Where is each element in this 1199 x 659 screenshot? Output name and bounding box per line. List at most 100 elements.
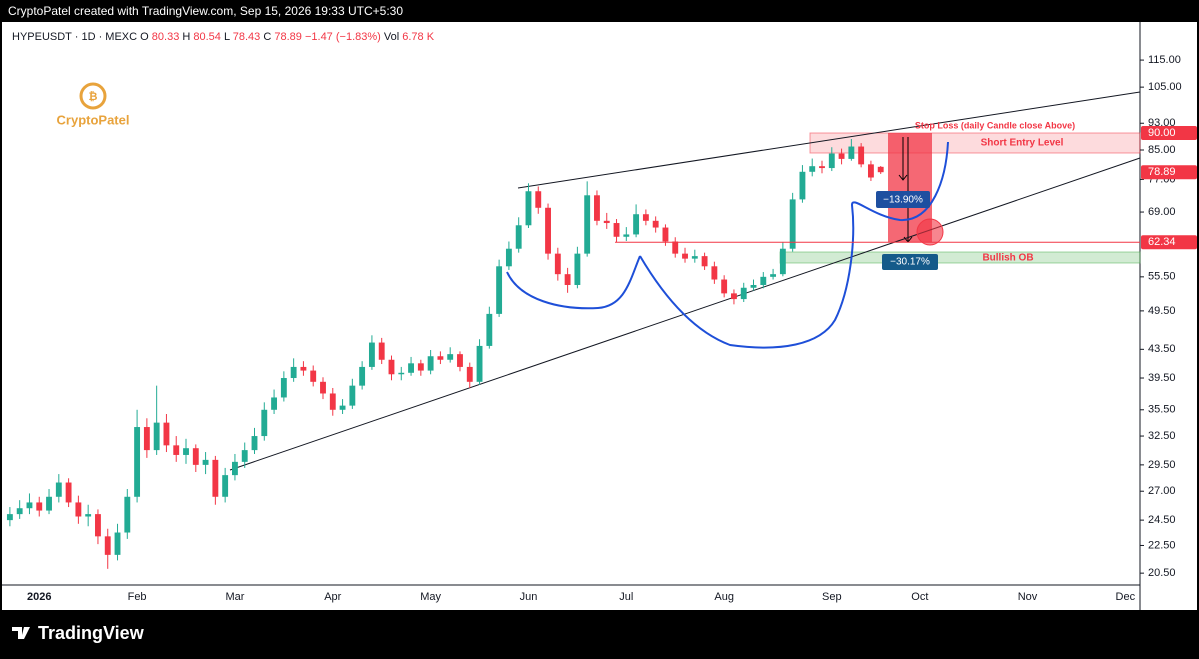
- candle-body: [613, 223, 620, 237]
- arrow-head: [898, 174, 908, 181]
- candle-body: [36, 502, 43, 511]
- axes: 115.00105.0093.0085.0077.0069.0055.5049.…: [27, 54, 1197, 603]
- drop-label-box: [882, 254, 938, 270]
- candle-body: [672, 241, 679, 254]
- candle-body: [339, 405, 346, 410]
- candle-body: [691, 256, 698, 259]
- candle-body: [26, 502, 33, 509]
- x-tick-label: 2026: [27, 591, 51, 603]
- candle-body: [368, 342, 375, 367]
- candle-body: [290, 366, 297, 379]
- footer-logo: [12, 627, 30, 639]
- candle-body: [603, 220, 610, 224]
- candle-body: [486, 313, 493, 346]
- candle-body: [114, 532, 121, 555]
- candle-body: [212, 459, 219, 497]
- candle-body: [819, 166, 825, 169]
- candle-body: [594, 195, 600, 221]
- candle-body: [261, 409, 268, 437]
- symbol: HYPEUSDT · 1D · MEXC: [12, 31, 137, 43]
- candle-body: [143, 427, 150, 451]
- y-tick-label: 35.50: [1148, 404, 1176, 416]
- candle-body: [633, 214, 640, 235]
- candle-body: [662, 227, 669, 242]
- candle-body: [701, 256, 708, 267]
- x-tick-label: Nov: [1018, 591, 1038, 603]
- chart-panel: [2, 22, 1197, 610]
- candle-body: [320, 381, 326, 394]
- candle-body: [104, 536, 111, 555]
- candle-body: [280, 378, 287, 398]
- candle-body: [779, 248, 786, 275]
- quote-key: C: [263, 31, 271, 43]
- watermark-text: CryptoPatel: [57, 112, 130, 127]
- pattern-curve: [639, 141, 949, 349]
- candle-body: [682, 253, 688, 259]
- price-level-label: 90.00: [1148, 127, 1176, 139]
- price-level-label: 62.34: [1148, 236, 1176, 248]
- candle-body: [476, 345, 483, 382]
- footer-brand: TradingView: [38, 623, 145, 643]
- quote-key: L: [224, 31, 230, 43]
- candle-body: [359, 366, 366, 386]
- volume-value: 6.78 K: [402, 31, 434, 43]
- price-level-box: [1141, 126, 1197, 141]
- candle-body: [222, 475, 229, 497]
- candle-body: [447, 354, 454, 360]
- y-tick-label: 32.50: [1148, 430, 1176, 442]
- candle-body: [770, 274, 777, 277]
- candle-body: [271, 397, 278, 410]
- candle-body: [124, 496, 131, 533]
- candle-body: [505, 248, 512, 267]
- candle-body: [329, 393, 336, 410]
- candle-body: [584, 195, 591, 254]
- y-tick-label: 39.50: [1148, 372, 1176, 384]
- stop-loss-label: Stop Loss (daily Candle close Above): [915, 120, 1075, 130]
- volume-key: Vol: [384, 31, 399, 43]
- candle-body: [46, 496, 52, 511]
- y-tick-label: 43.50: [1148, 343, 1176, 355]
- header-text: CryptoPatel created with TradingView.com…: [8, 4, 403, 18]
- candle-body: [535, 191, 542, 208]
- y-tick-label: 105.00: [1148, 81, 1182, 93]
- drop-label: −13.90%: [883, 195, 923, 206]
- candle-body: [310, 370, 317, 382]
- y-tick-label: 115.00: [1148, 54, 1181, 66]
- quote-key: H: [182, 31, 190, 43]
- candle-body: [85, 514, 92, 517]
- candle-body: [183, 448, 189, 455]
- price-level-box: [1141, 165, 1197, 180]
- candle-body: [408, 363, 414, 373]
- candle-body: [867, 164, 874, 178]
- y-tick-label: 29.50: [1148, 459, 1176, 471]
- candle-body: [173, 445, 180, 455]
- y-tick-label: 49.50: [1148, 305, 1176, 317]
- candle-body: [554, 253, 561, 275]
- candle-body: [848, 146, 855, 159]
- candle-body: [574, 253, 581, 285]
- y-tick-label: 69.00: [1148, 206, 1176, 218]
- watermark-logo: ₿: [79, 82, 107, 110]
- candle-body: [6, 514, 13, 521]
- quote-value: 80.54: [193, 31, 221, 43]
- quote-value: 78.89: [274, 31, 302, 43]
- symbol-legend: HYPEUSDT · 1D · MEXC O 80.33 H 80.54 L 7…: [12, 31, 435, 43]
- target-circle: [916, 218, 944, 246]
- candle-body: [466, 366, 473, 382]
- candle-body: [192, 448, 199, 465]
- candle-body: [95, 514, 101, 537]
- trend-line: [517, 91, 1141, 189]
- x-tick-label: Oct: [911, 591, 928, 603]
- candle-body: [437, 356, 444, 360]
- candle-body: [828, 153, 835, 169]
- candle-body: [153, 422, 160, 451]
- y-tick-label: 27.00: [1148, 485, 1176, 497]
- y-tick-label: 85.00: [1148, 144, 1176, 156]
- candle-body: [427, 356, 434, 371]
- candle-body: [545, 207, 551, 254]
- candle-body: [740, 287, 747, 300]
- y-tick-label: 20.50: [1148, 567, 1176, 579]
- candle-body: [300, 366, 307, 371]
- candle-body: [134, 427, 141, 497]
